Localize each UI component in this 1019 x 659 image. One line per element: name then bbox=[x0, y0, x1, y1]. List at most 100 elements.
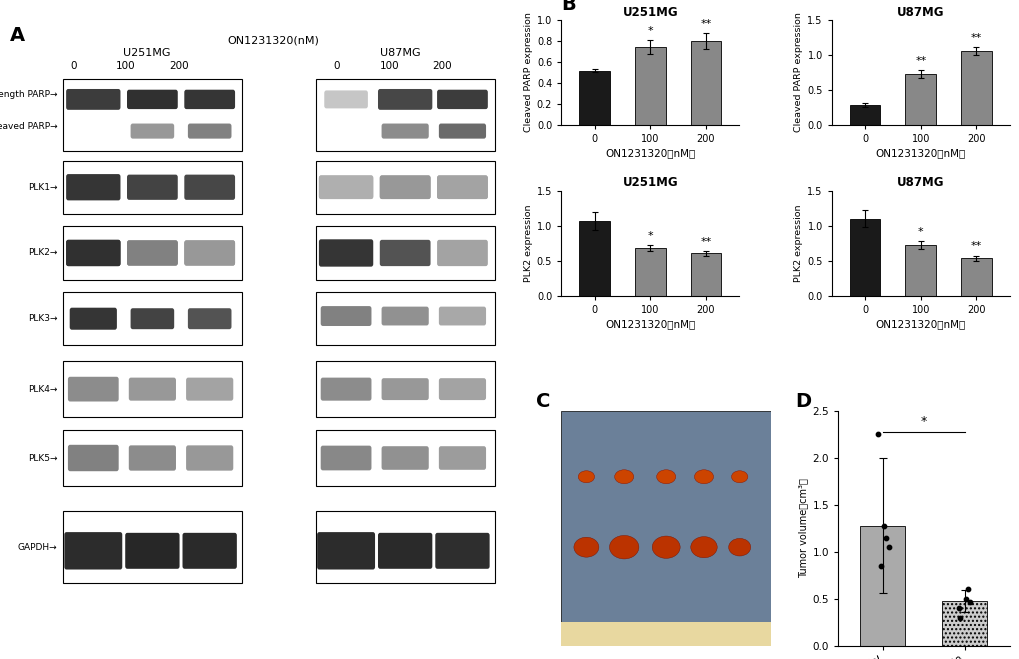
Ellipse shape bbox=[614, 470, 633, 484]
Point bbox=[957, 594, 973, 604]
Bar bbox=[905, 244, 935, 296]
X-axis label: ON1231320（nM）: ON1231320（nM） bbox=[604, 319, 695, 330]
FancyBboxPatch shape bbox=[130, 308, 174, 330]
Ellipse shape bbox=[690, 536, 716, 558]
FancyBboxPatch shape bbox=[125, 533, 179, 569]
Text: PLK5→: PLK5→ bbox=[29, 453, 57, 463]
Y-axis label: PLK2 expression: PLK2 expression bbox=[794, 204, 802, 282]
X-axis label: ON1231320（nM）: ON1231320（nM） bbox=[874, 148, 965, 158]
FancyBboxPatch shape bbox=[184, 241, 234, 266]
Bar bbox=[315, 430, 494, 486]
Bar bbox=[315, 361, 494, 417]
FancyBboxPatch shape bbox=[66, 240, 120, 266]
Text: **: ** bbox=[699, 237, 711, 247]
FancyBboxPatch shape bbox=[438, 123, 486, 138]
Point bbox=[875, 521, 892, 531]
FancyBboxPatch shape bbox=[185, 445, 233, 471]
FancyBboxPatch shape bbox=[66, 240, 120, 266]
Text: D: D bbox=[794, 392, 810, 411]
Bar bbox=[63, 430, 242, 486]
Text: U251MG: U251MG bbox=[123, 48, 171, 58]
Text: PLK4→: PLK4→ bbox=[29, 385, 57, 393]
Bar bbox=[63, 79, 242, 151]
Y-axis label: Cleaved PARP expression: Cleaved PARP expression bbox=[794, 13, 802, 132]
Text: *: * bbox=[647, 26, 652, 36]
Point bbox=[872, 561, 889, 571]
Text: PLK2→: PLK2→ bbox=[29, 248, 57, 258]
Bar bbox=[860, 526, 905, 646]
Text: 0: 0 bbox=[70, 61, 76, 71]
Bar bbox=[315, 511, 494, 583]
FancyBboxPatch shape bbox=[127, 241, 177, 266]
FancyBboxPatch shape bbox=[320, 306, 371, 326]
FancyBboxPatch shape bbox=[435, 533, 489, 569]
Text: U87MG: U87MG bbox=[379, 48, 420, 58]
Bar bbox=[63, 361, 242, 417]
Text: PLK3→: PLK3→ bbox=[29, 314, 57, 323]
Text: PLK1→: PLK1→ bbox=[29, 183, 57, 192]
Ellipse shape bbox=[728, 538, 750, 556]
Ellipse shape bbox=[574, 537, 598, 557]
FancyBboxPatch shape bbox=[319, 175, 373, 199]
Bar bbox=[315, 226, 494, 279]
FancyBboxPatch shape bbox=[187, 123, 231, 138]
FancyBboxPatch shape bbox=[182, 533, 236, 569]
FancyBboxPatch shape bbox=[317, 532, 375, 569]
Bar bbox=[63, 226, 242, 279]
FancyBboxPatch shape bbox=[379, 240, 430, 266]
FancyBboxPatch shape bbox=[68, 377, 118, 401]
Bar bbox=[63, 361, 242, 417]
Point bbox=[959, 584, 975, 594]
FancyBboxPatch shape bbox=[187, 308, 231, 330]
Point bbox=[879, 542, 896, 552]
Bar bbox=[942, 601, 986, 646]
FancyBboxPatch shape bbox=[379, 175, 430, 199]
Text: Full length PARP→: Full length PARP→ bbox=[0, 90, 57, 100]
Y-axis label: PLK2 expression: PLK2 expression bbox=[523, 204, 532, 282]
FancyBboxPatch shape bbox=[320, 445, 371, 471]
Bar bbox=[63, 226, 242, 279]
Point bbox=[961, 596, 977, 607]
Text: GAPDH→: GAPDH→ bbox=[18, 543, 57, 552]
FancyBboxPatch shape bbox=[437, 240, 487, 266]
X-axis label: ON1231320（nM）: ON1231320（nM） bbox=[874, 319, 965, 330]
Text: 200: 200 bbox=[432, 61, 451, 71]
Text: 100: 100 bbox=[116, 61, 136, 71]
Bar bbox=[634, 47, 664, 125]
Text: B: B bbox=[560, 0, 576, 14]
Bar bbox=[960, 51, 990, 125]
Text: **: ** bbox=[699, 18, 711, 29]
Text: **: ** bbox=[970, 32, 981, 43]
FancyBboxPatch shape bbox=[379, 175, 430, 199]
Ellipse shape bbox=[651, 536, 680, 558]
Bar bbox=[63, 430, 242, 486]
FancyBboxPatch shape bbox=[64, 532, 122, 569]
Text: Cleaved PARP→: Cleaved PARP→ bbox=[0, 122, 57, 130]
Text: 100: 100 bbox=[379, 61, 398, 71]
Text: *: * bbox=[917, 227, 922, 237]
Bar bbox=[315, 161, 494, 214]
FancyBboxPatch shape bbox=[66, 89, 120, 110]
Title: U251MG: U251MG bbox=[622, 177, 678, 189]
Bar bbox=[579, 221, 609, 296]
Bar bbox=[315, 161, 494, 214]
Text: A: A bbox=[10, 26, 25, 45]
Bar bbox=[849, 105, 879, 125]
Ellipse shape bbox=[731, 471, 747, 483]
FancyBboxPatch shape bbox=[184, 241, 234, 266]
Title: U87MG: U87MG bbox=[896, 6, 944, 18]
FancyBboxPatch shape bbox=[381, 446, 428, 470]
Ellipse shape bbox=[578, 471, 594, 483]
Bar bbox=[634, 248, 664, 296]
FancyBboxPatch shape bbox=[130, 123, 174, 138]
Text: 200: 200 bbox=[169, 61, 189, 71]
Bar bbox=[960, 258, 990, 296]
FancyBboxPatch shape bbox=[324, 90, 368, 108]
Bar bbox=[315, 292, 494, 345]
Bar bbox=[579, 71, 609, 125]
Text: 0: 0 bbox=[333, 61, 339, 71]
FancyBboxPatch shape bbox=[378, 89, 432, 110]
FancyBboxPatch shape bbox=[437, 90, 487, 109]
FancyBboxPatch shape bbox=[185, 378, 233, 401]
Y-axis label: Cleaved PARP expression: Cleaved PARP expression bbox=[523, 13, 532, 132]
